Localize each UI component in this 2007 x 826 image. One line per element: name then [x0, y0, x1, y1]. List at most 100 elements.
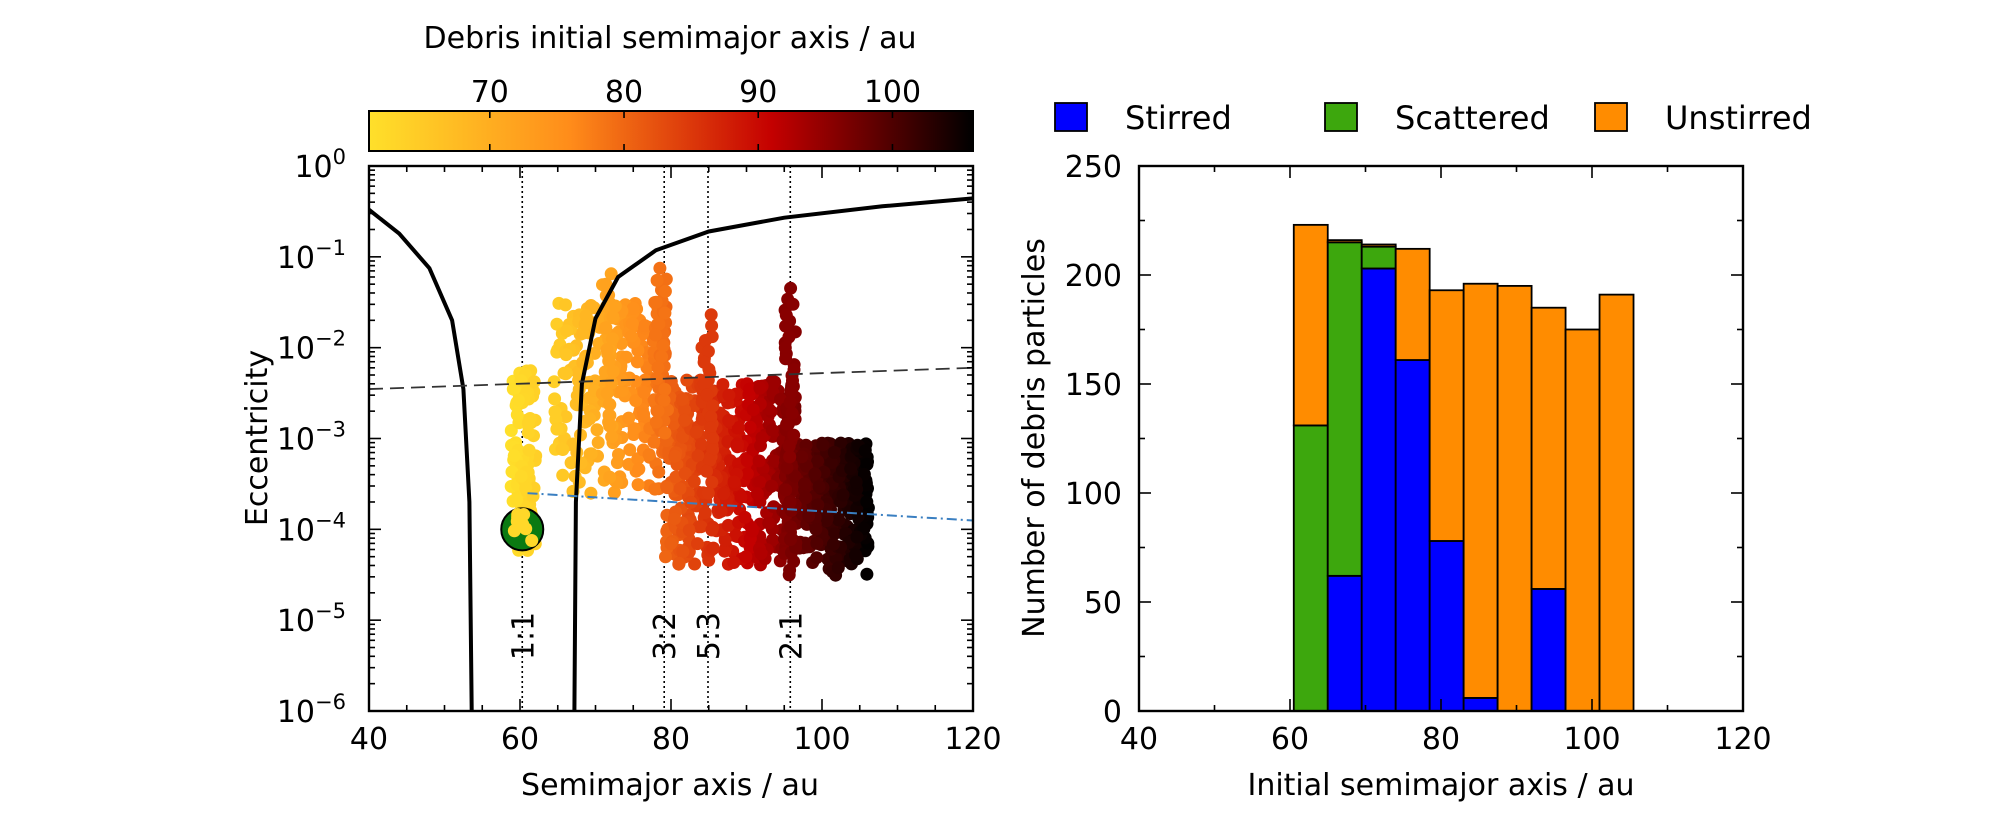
- stacked-bars: [1292, 223, 1635, 712]
- debris-point: [786, 374, 799, 388]
- debris-point: [521, 426, 535, 440]
- debris-point: [655, 350, 669, 364]
- resonance-label-group: 1:1: [506, 612, 541, 660]
- bar-segment-unstirred: [1598, 293, 1635, 712]
- debris-point: [811, 454, 825, 468]
- debris-point: [668, 449, 682, 463]
- debris-point: [705, 475, 719, 489]
- debris-point: [706, 443, 720, 456]
- debris-point: [604, 375, 618, 389]
- debris-point: [547, 375, 561, 389]
- debris-point: [700, 464, 714, 478]
- bar-segment-unstirred: [1428, 289, 1465, 542]
- debris-point: [811, 498, 825, 512]
- debris-point: [784, 520, 798, 534]
- debris-point: [559, 348, 573, 362]
- bar-segment-scattered: [1360, 245, 1397, 270]
- debris-point: [615, 384, 629, 398]
- debris-point: [511, 510, 525, 524]
- crossing-curves: [369, 196, 973, 711]
- debris-point: [788, 469, 802, 483]
- debris-point: [722, 414, 736, 427]
- debris-point: [687, 475, 701, 488]
- debris-point: [658, 426, 672, 440]
- planet-marker-group: [500, 507, 545, 552]
- debris-point: [857, 467, 871, 481]
- debris-point: [780, 417, 794, 431]
- y-tick-label: 200: [1065, 259, 1122, 294]
- bar-segment-unstirred: [1530, 306, 1567, 590]
- debris-point: [716, 378, 730, 391]
- debris-point: [648, 482, 662, 496]
- bar-segment-scattered: [1292, 424, 1329, 712]
- debris-point: [722, 388, 736, 402]
- bar-segment-unstirred: [1462, 282, 1499, 699]
- debris-point: [850, 530, 864, 544]
- scatter-y-axis-label: Eccentricity: [240, 350, 275, 526]
- debris-point: [727, 475, 741, 489]
- resonance-label-group: 2:1: [774, 612, 809, 660]
- histogram-y-axis-label: Number of debris particles: [1017, 238, 1052, 638]
- debris-point: [556, 443, 570, 456]
- debris-point: [785, 385, 799, 398]
- debris-point: [527, 375, 541, 389]
- legend-label-unstirred: Unstirred: [1665, 99, 1812, 137]
- debris-point: [608, 299, 622, 313]
- debris-point: [600, 386, 614, 400]
- debris-point: [783, 395, 797, 409]
- debris-point: [816, 438, 830, 452]
- colorbar-tick-label: 90: [739, 75, 777, 110]
- colorbar-tick-label: 70: [471, 75, 509, 110]
- bar-segment-unstirred: [1496, 284, 1533, 712]
- scatter-plot-area: 1:1 3:2 5:3 2:1: [369, 166, 973, 711]
- debris-point: [783, 496, 796, 510]
- debris-point: [691, 449, 705, 463]
- debris-point: [743, 382, 757, 396]
- debris-point: [780, 461, 794, 475]
- debris-point: [599, 277, 613, 291]
- debris-point: [507, 449, 521, 463]
- debris-point: [701, 344, 715, 358]
- y-tick-label: 10−6: [277, 690, 346, 730]
- x-tick-label: 100: [1563, 722, 1620, 757]
- debris-point: [659, 550, 672, 564]
- debris-point: [622, 411, 636, 425]
- debris-point: [526, 489, 540, 503]
- debris-point: [604, 267, 618, 281]
- debris-point: [740, 454, 754, 468]
- debris-point: [765, 423, 779, 437]
- legend-swatch-scattered: [1324, 102, 1358, 132]
- debris-point: [668, 512, 681, 526]
- debris-point: [664, 537, 678, 551]
- debris-point: [578, 317, 592, 331]
- debris-point: [705, 319, 719, 333]
- histogram-x-axis-label: Initial semimajor axis / au: [1247, 768, 1634, 803]
- debris-point: [521, 416, 535, 430]
- x-tick-label: 40: [350, 722, 388, 757]
- debris-point: [701, 486, 715, 500]
- debris-point: [732, 421, 745, 435]
- debris-point: [802, 509, 816, 523]
- colorbar-tick-label: 100: [864, 75, 921, 110]
- debris-point: [752, 454, 766, 468]
- legend-label-stirred: Stirred: [1125, 99, 1232, 137]
- x-tick-label: 60: [1271, 722, 1309, 757]
- debris-point: [860, 457, 874, 471]
- debris-point: [740, 467, 754, 481]
- debris-point: [559, 367, 573, 381]
- debris-point: [631, 478, 645, 492]
- colorbar-label: Debris initial semimajor axis / au: [424, 21, 917, 56]
- debris-point: [745, 524, 759, 538]
- debris-point: [783, 563, 797, 577]
- bar-segment-unstirred: [1564, 328, 1601, 712]
- y-tick-label: 10−3: [277, 418, 346, 458]
- colorbar-tick-label: 80: [605, 75, 643, 110]
- debris-point: [660, 481, 674, 495]
- debris-point: [766, 377, 780, 391]
- debris-point: [784, 533, 797, 546]
- dashdot-threshold-line: [527, 492, 973, 522]
- debris-point: [652, 317, 666, 331]
- debris-point: [651, 404, 665, 418]
- debris-point: [559, 298, 572, 312]
